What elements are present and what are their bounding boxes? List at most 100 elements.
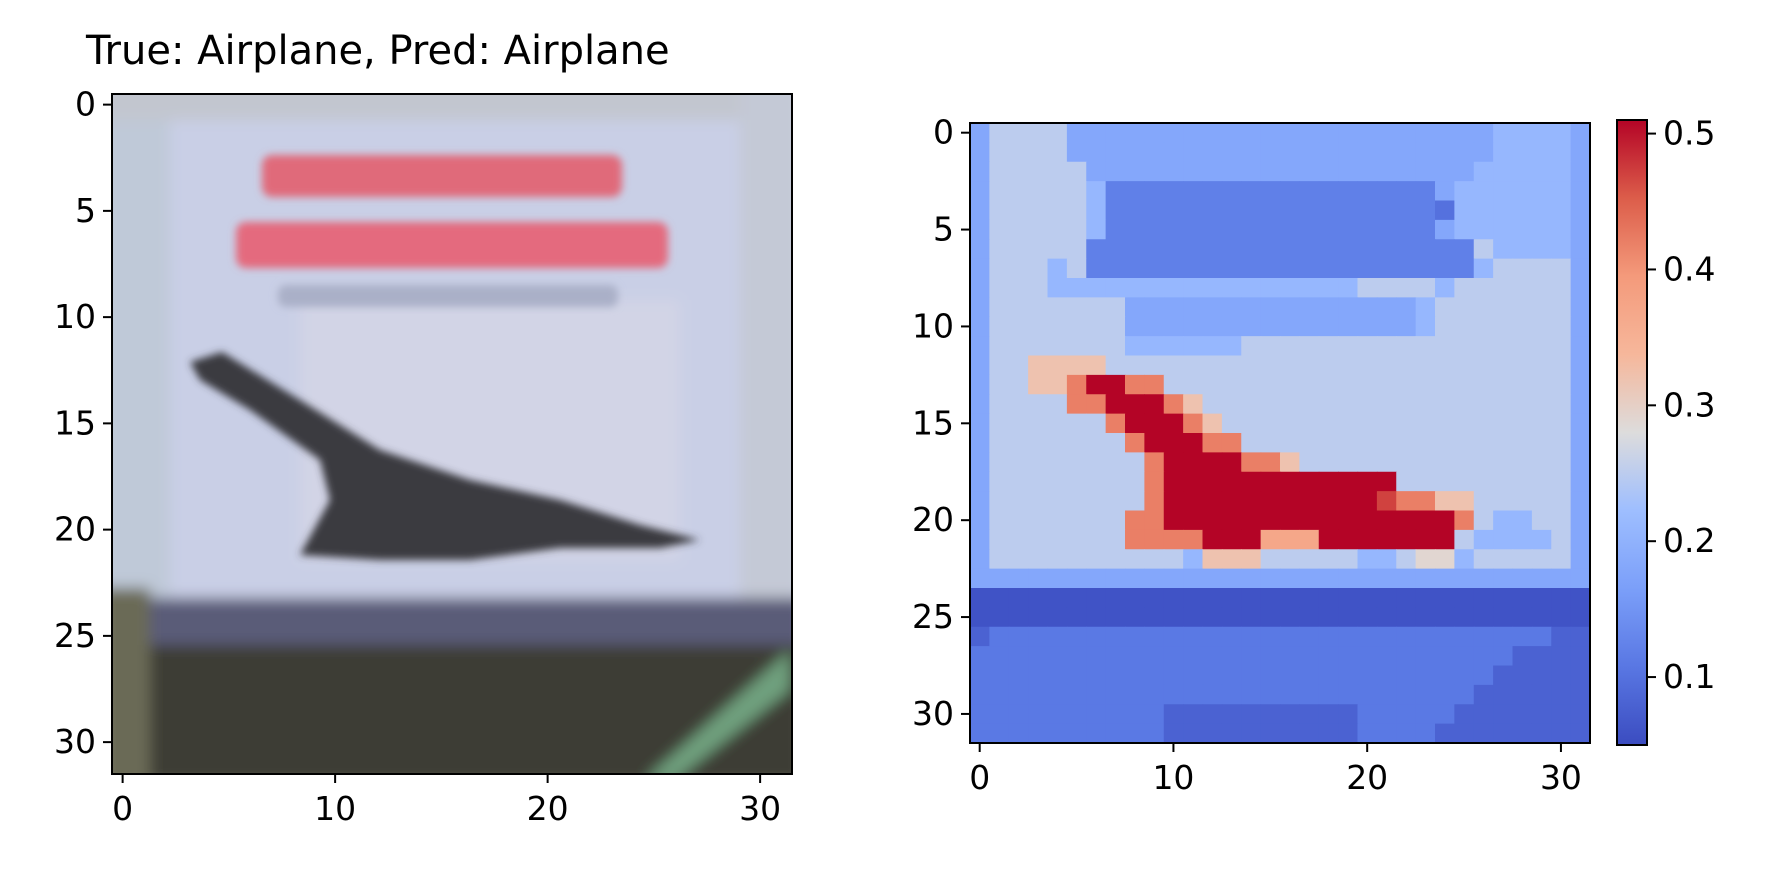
heatmap-cell	[1008, 452, 1029, 473]
heatmap-cell	[1396, 607, 1417, 628]
heatmap-cell	[1493, 374, 1514, 395]
heatmap-cell	[1183, 452, 1204, 473]
heatmap-cell	[1183, 394, 1204, 415]
heatmap-cell	[1221, 200, 1242, 221]
heatmap-cell	[1144, 665, 1165, 686]
heatmap-cell	[1396, 529, 1417, 550]
heatmap-cell	[1531, 568, 1552, 589]
heatmap-cell	[1280, 123, 1300, 143]
heatmap-cell	[970, 355, 990, 376]
heatmap-cell	[1202, 471, 1223, 492]
heatmap-cell	[1376, 316, 1397, 337]
heatmap-cell	[1202, 588, 1223, 608]
heatmap-cell	[1415, 413, 1436, 434]
heatmap-cell	[1376, 219, 1397, 240]
x-tick-label: 30	[1540, 758, 1582, 797]
heatmap-cell	[1338, 723, 1359, 744]
heatmap-cell	[1493, 336, 1514, 357]
heatmap-cell	[1454, 723, 1475, 744]
heatmap-cell	[1338, 510, 1359, 531]
heatmap-cell	[1125, 200, 1145, 221]
heatmap-cell	[1299, 471, 1320, 492]
heatmap-cell	[1047, 607, 1068, 628]
heatmap-cell	[1008, 723, 1029, 744]
heatmap-cell	[1280, 646, 1300, 667]
heatmap-cell	[1435, 355, 1455, 376]
heatmap-cell	[1512, 684, 1533, 705]
heatmap-cell	[1551, 452, 1572, 473]
heatmap-cell	[1105, 510, 1126, 531]
heatmap-cell	[1183, 239, 1204, 260]
heatmap-cell	[1435, 278, 1455, 298]
heatmap-cell	[1318, 142, 1339, 163]
heatmap-cell	[1454, 684, 1475, 705]
heatmap-cell	[1299, 684, 1320, 705]
heatmap-cell	[1493, 297, 1514, 318]
heatmap-cell	[970, 239, 990, 260]
photo-x-axis: 0 10 20 30	[112, 774, 781, 828]
heatmap-cell	[1299, 626, 1320, 647]
heatmap-cell	[1202, 123, 1223, 143]
heatmap-cell	[1551, 665, 1572, 686]
heatmap-cell	[1221, 704, 1242, 725]
heatmap-cell	[1221, 723, 1242, 744]
heatmap-cell	[1221, 684, 1242, 705]
heatmap-cell	[1066, 413, 1087, 434]
heatmap-cell	[1028, 394, 1049, 415]
heatmap-cell	[1551, 258, 1572, 279]
heatmap-cell	[989, 258, 1010, 279]
heatmap-cell	[1454, 665, 1475, 686]
heatmap-cell	[1202, 142, 1223, 163]
heatmap-cell	[1280, 278, 1300, 298]
heatmap-cell	[1202, 510, 1223, 531]
heatmap-cell	[1105, 297, 1126, 318]
heatmap-cell	[1551, 588, 1572, 608]
heatmap-cell	[1086, 529, 1107, 550]
heatmap-cell	[1047, 471, 1068, 492]
heatmap-cell	[1473, 413, 1494, 434]
heatmap-cell	[1260, 123, 1281, 143]
heatmap-cell	[1183, 684, 1204, 705]
heatmap-cell	[1163, 336, 1184, 357]
heatmap-cell	[1473, 549, 1494, 570]
heatmap-cell	[1047, 704, 1068, 725]
heatmap-cell	[1318, 665, 1339, 686]
heatmap-cell	[1531, 355, 1552, 376]
heatmap-cell	[1105, 123, 1126, 143]
heatmap-cell	[1435, 297, 1455, 318]
heatmap-cell	[1299, 704, 1320, 725]
heatmap-cell	[1435, 588, 1455, 608]
heatmap-cell	[1338, 316, 1359, 337]
heatmap-cell	[1125, 549, 1145, 570]
heatmap-cell	[1144, 549, 1165, 570]
heatmap-cell	[1086, 278, 1107, 298]
heatmap-cell	[1435, 316, 1455, 337]
heatmap-cell	[1415, 239, 1436, 260]
heatmap-cell	[1105, 665, 1126, 686]
heatmap-cell	[1338, 181, 1359, 202]
heatmap-cell	[1008, 316, 1029, 337]
photo-image	[112, 94, 792, 774]
heatmap-cell	[1570, 684, 1591, 705]
heatmap-cell	[1066, 142, 1087, 163]
heatmap-cell	[1318, 336, 1339, 357]
heatmap-cell	[1454, 278, 1475, 298]
heatmap-cell	[1551, 161, 1572, 182]
heatmap-cell	[1241, 355, 1262, 376]
heatmap-cell	[970, 452, 990, 473]
heatmap-cell	[970, 336, 990, 357]
heatmap-cell	[989, 704, 1010, 725]
heatmap-cell	[1183, 626, 1204, 647]
heatmap-cell	[1338, 433, 1359, 453]
y-tick-label: 30	[912, 694, 954, 733]
heatmap-cell	[1512, 529, 1533, 550]
heatmap-cell	[1338, 471, 1359, 492]
heatmap-cell	[1435, 510, 1455, 531]
y-tick-label: 15	[912, 403, 954, 442]
heatmap-cell	[1551, 471, 1572, 492]
heatmap-cell	[1066, 549, 1087, 570]
heatmap-cell	[1086, 355, 1107, 376]
heatmap-cell	[1086, 219, 1107, 240]
heatmap-cell	[1396, 413, 1417, 434]
heatmap-cell	[1105, 471, 1126, 492]
